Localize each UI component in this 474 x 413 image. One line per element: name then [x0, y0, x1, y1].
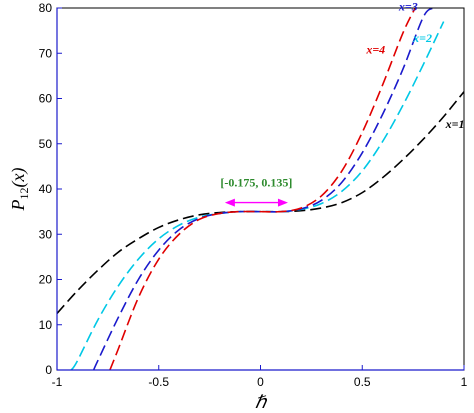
- y-tick-label: 60: [39, 92, 53, 106]
- x-tick-label: 0.5: [354, 375, 371, 389]
- series-layer: [57, 8, 464, 370]
- labels-layer: 0 10 20 30 40 50 60 70 80 -1 -0.5 0 0.5 1 ℏ P12(x) x=1 x=…: [8, 0, 468, 412]
- y-tick-label: 80: [39, 1, 53, 15]
- series-label-3: x=3: [398, 0, 418, 13]
- series-label-2: x=2: [412, 31, 432, 45]
- y-tick-label: 30: [39, 227, 53, 241]
- axes-layer: [56, 7, 465, 371]
- x-tick-label: 0: [257, 375, 264, 389]
- interval-arrowhead-right: [277, 198, 288, 207]
- y-tick-label: 50: [39, 137, 53, 151]
- series-line-2: [70, 21, 445, 370]
- annotation-layer: [-0.175, 0.135]: [220, 176, 292, 207]
- y-tick-label: 20: [39, 273, 53, 287]
- y-axis-title: P12(x): [8, 168, 31, 212]
- interval-arrowhead-left: [224, 198, 235, 207]
- x-tick-label: 1: [461, 375, 468, 389]
- interval-label: [-0.175, 0.135]: [220, 176, 292, 190]
- series-line-4: [109, 8, 416, 370]
- x-tick-label: -0.5: [148, 375, 169, 389]
- x-axis-title: ℏ: [255, 392, 268, 412]
- x-tick-label: -1: [52, 375, 63, 389]
- series-label-4: x=4: [365, 42, 385, 56]
- series-line-1: [57, 91, 464, 314]
- y-tick-label: 70: [39, 46, 53, 60]
- y-tick-label: 0: [45, 363, 52, 377]
- y-tick-label: 10: [39, 318, 53, 332]
- y-tick-label: 40: [39, 182, 53, 196]
- series-label-1: x=1: [445, 117, 465, 131]
